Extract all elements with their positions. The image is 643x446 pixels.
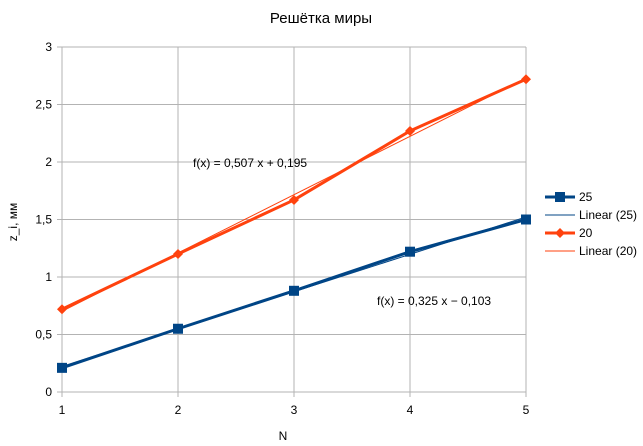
legend-marker [555,192,565,202]
data-point-20 [405,125,415,136]
chart-title: Решётка миры [270,10,372,27]
y-tick-label: 2,5 [35,98,52,112]
y-tick-label: 2 [45,155,52,169]
y-tick-label: 0 [45,385,52,399]
y-tick-label: 0,5 [35,328,52,342]
data-point-20 [289,194,299,205]
trendline-equation-25: f(x) = 0,325 x − 0,103 [377,294,491,308]
trendline-20 [61,77,527,312]
data-point-20 [173,249,183,259]
data-point-20 [521,74,531,85]
x-axis-label: N [279,429,288,443]
data-point-20 [57,304,67,315]
legend-label: 25 [579,190,593,204]
data-point-25 [289,285,299,296]
data-point-25 [405,246,415,257]
x-tick-label: 1 [59,403,66,417]
legend-marker [555,228,565,238]
legend-label: Linear (20) [579,244,637,258]
legend-label: 20 [579,226,593,240]
x-tick-label: 4 [407,403,414,417]
data-point-25 [173,323,183,334]
y-axis-label: z_i, мм [6,203,20,242]
x-tick-label: 2 [175,403,182,417]
x-tick-label: 5 [523,403,530,417]
data-point-25 [521,214,531,225]
legend-label: Linear (25) [579,208,637,222]
trendline-equation-20: f(x) = 0,507 x + 0,195 [193,156,307,170]
y-tick-label: 3 [45,40,52,54]
y-tick-label: 1,5 [35,213,52,227]
x-tick-label: 3 [291,403,298,417]
data-point-25 [57,362,67,373]
y-tick-label: 1 [45,270,52,284]
